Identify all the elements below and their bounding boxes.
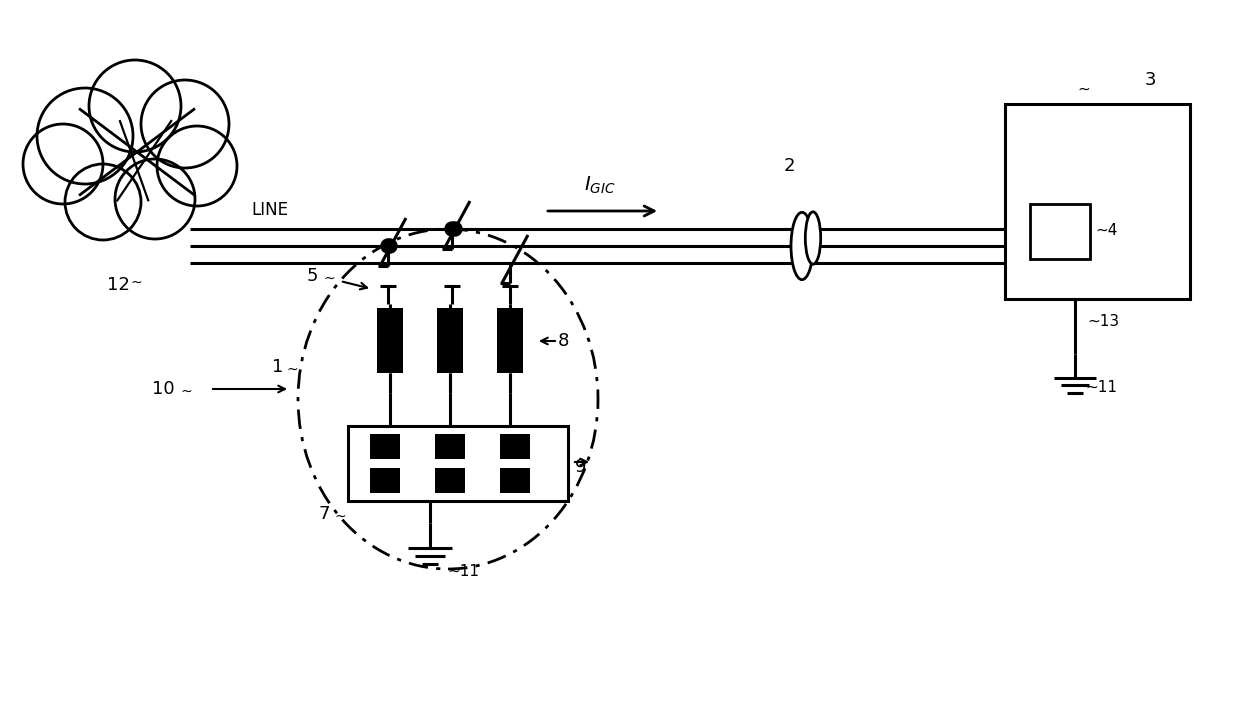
Text: ~11: ~11 — [446, 564, 479, 579]
Bar — [1004, 104, 1190, 299]
Text: 8: 8 — [558, 332, 569, 350]
Text: LINE: LINE — [252, 201, 289, 219]
Bar — [377, 308, 403, 373]
Text: 9: 9 — [575, 458, 587, 476]
Text: ~: ~ — [130, 276, 141, 290]
Bar — [435, 434, 465, 459]
Circle shape — [448, 222, 463, 236]
Bar — [500, 468, 529, 493]
Circle shape — [381, 239, 396, 253]
Bar — [435, 468, 465, 493]
Text: ~: ~ — [1078, 82, 1090, 97]
Circle shape — [445, 222, 459, 236]
Circle shape — [115, 159, 195, 239]
Text: ~4: ~4 — [1095, 224, 1117, 239]
Bar — [497, 308, 523, 373]
Text: ~11: ~11 — [1085, 380, 1117, 395]
Circle shape — [24, 124, 103, 204]
Ellipse shape — [791, 212, 813, 280]
Bar — [500, 434, 529, 459]
Circle shape — [157, 126, 237, 206]
Text: 2: 2 — [784, 157, 795, 175]
Text: 12: 12 — [107, 276, 129, 294]
Ellipse shape — [805, 212, 821, 264]
Text: ~: ~ — [322, 272, 335, 286]
Bar — [436, 308, 463, 373]
Bar — [370, 434, 401, 459]
Circle shape — [141, 80, 229, 168]
Text: 7: 7 — [319, 505, 330, 523]
Bar — [348, 426, 568, 501]
Text: 10: 10 — [153, 380, 175, 398]
Circle shape — [37, 88, 133, 184]
Text: 3: 3 — [1145, 71, 1156, 89]
Text: ~13: ~13 — [1087, 313, 1120, 329]
Text: 5: 5 — [306, 267, 317, 285]
Circle shape — [64, 164, 141, 240]
Text: ~: ~ — [334, 510, 346, 524]
Text: 1: 1 — [272, 358, 283, 376]
Text: $I_{GIC}$: $I_{GIC}$ — [584, 175, 616, 196]
Bar — [1030, 203, 1090, 259]
Circle shape — [89, 60, 181, 152]
Circle shape — [383, 239, 397, 253]
Text: ~: ~ — [286, 363, 299, 377]
Text: ~: ~ — [180, 385, 192, 399]
Bar — [370, 468, 401, 493]
